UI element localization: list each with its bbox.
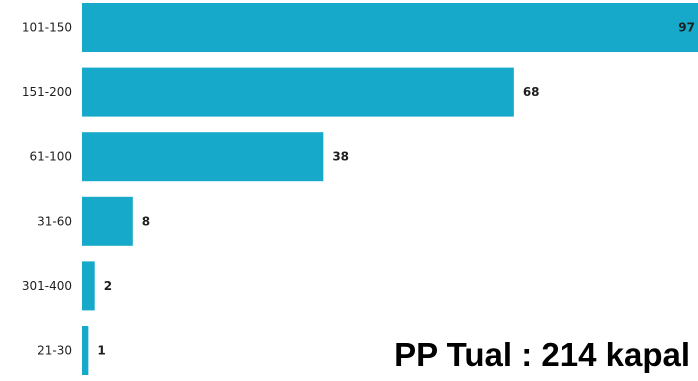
bar-301-400: [82, 261, 95, 311]
category-label: 61-100: [29, 150, 72, 164]
bar-101-150: [82, 3, 698, 52]
bar-61-100: [82, 132, 324, 182]
bar-151-200: [82, 67, 514, 117]
bar-21-30: [82, 326, 89, 375]
value-label: 97: [678, 21, 695, 35]
category-label: 301-400: [22, 279, 72, 293]
category-label: 31-60: [37, 214, 72, 228]
bar-31-60: [82, 196, 133, 246]
value-label: 38: [332, 150, 349, 164]
value-label: 8: [142, 214, 150, 228]
chart-caption: PP Tual : 214 kapal: [394, 336, 690, 373]
category-label: 101-150: [22, 21, 72, 35]
category-label: 151-200: [22, 85, 72, 99]
value-label: 1: [97, 344, 105, 358]
category-label: 21-30: [37, 344, 72, 358]
value-label: 2: [104, 279, 112, 293]
value-label: 68: [523, 85, 540, 99]
